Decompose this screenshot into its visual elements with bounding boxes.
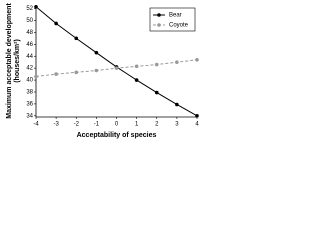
x-tick-label: 4 [195, 122, 199, 128]
x-tick-label: -3 [53, 122, 59, 128]
x-tick-label: 1 [135, 122, 139, 128]
data-point [175, 102, 179, 107]
y-axis-label: Maximum acceptable development [6, 3, 13, 119]
y-tick-label: 46 [26, 42, 33, 48]
data-point [34, 74, 38, 79]
data-point [154, 90, 159, 95]
data-point [74, 36, 79, 41]
data-point [154, 62, 159, 67]
data-point [34, 4, 38, 9]
y-tick-label: 40 [26, 78, 33, 84]
data-point [94, 50, 99, 55]
data-point [175, 60, 179, 64]
x-tick-label: 3 [175, 122, 179, 128]
y-axis-label: (houses/km²) [14, 39, 21, 83]
data-point [94, 68, 99, 73]
data-point [114, 66, 119, 70]
data-point [134, 64, 139, 69]
legend-marker [157, 23, 161, 27]
x-tick-label: 0 [115, 122, 119, 128]
data-point [74, 70, 79, 75]
x-tick-label: 2 [155, 122, 159, 128]
y-tick-label: 42 [26, 66, 33, 72]
x-tick-label: -1 [94, 122, 100, 128]
x-tick-label: -4 [33, 122, 39, 128]
data-point [54, 72, 58, 76]
legend-label: Coyote [169, 23, 189, 29]
x-tick-label: -2 [74, 122, 80, 128]
y-tick-label: 52 [26, 6, 33, 12]
legend-marker [157, 13, 161, 17]
data-point [54, 21, 58, 26]
y-tick-label: 36 [26, 101, 33, 107]
data-point [195, 58, 199, 62]
legend-box [149, 7, 196, 32]
data-point [134, 78, 139, 82]
y-tick-label: 38 [26, 90, 33, 96]
y-tick-label: 34 [26, 113, 33, 119]
legend-label: Bear [169, 13, 182, 19]
y-tick-label: 50 [26, 18, 33, 24]
y-tick-label: 48 [26, 30, 33, 36]
x-axis-label: Acceptability of species [77, 132, 157, 139]
data-point [195, 114, 199, 118]
y-tick-label: 44 [26, 54, 33, 60]
